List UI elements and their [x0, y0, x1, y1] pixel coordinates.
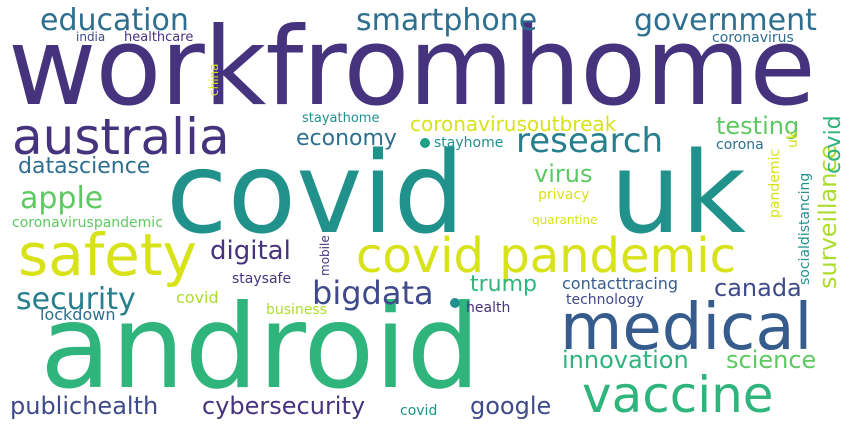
word-mobile: mobile [318, 235, 332, 276]
word-education: education [40, 3, 189, 38]
word-covid-small-1: covid [176, 288, 219, 307]
word-staysafe: staysafe [232, 271, 292, 287]
word-coronaviruspandemic: coronaviruspandemic [12, 215, 163, 231]
word-contacttracing: contacttracing [562, 274, 679, 293]
word-covid-large: covid [166, 129, 465, 259]
dot-2 [450, 298, 460, 308]
word-testing: testing [716, 112, 800, 140]
word-digital: digital [210, 236, 291, 266]
word-datascience: datascience [18, 154, 151, 179]
word-socialdistancing: socialdistancing [797, 172, 813, 285]
word-bigdata: bigdata [312, 274, 434, 312]
word-stayathome: stayathome [302, 111, 380, 126]
word-safety: safety [18, 221, 197, 289]
dot-1 [420, 138, 430, 148]
word-health: health [466, 300, 511, 316]
word-economy: economy [296, 126, 397, 151]
word-workfromhome: workfromhome [8, 5, 816, 130]
word-coronavirusoutbreak: coronavirusoutbreak [410, 112, 617, 136]
word-canada: canada [714, 274, 802, 302]
word-android: android [40, 280, 481, 415]
word-corona: corona [716, 137, 764, 153]
word-uk: uk [610, 129, 746, 259]
word-coronavirus: coronavirus [712, 30, 794, 46]
word-healthcare: healthcare [124, 30, 194, 45]
word-uk-vertical: uk [785, 131, 801, 148]
word-cybersecurity: cybersecurity [202, 392, 366, 420]
word-china: china [207, 63, 221, 97]
word-business: business [266, 302, 328, 318]
word-science: science [726, 346, 817, 374]
word-google: google [470, 392, 552, 420]
word-india: india [76, 30, 106, 44]
word-quarantine: quarantine [532, 213, 598, 227]
word-covid-pandemic: covid pandemic [356, 228, 737, 284]
word-covid-vertical: covid [821, 115, 846, 174]
word-trump: trump [470, 272, 538, 297]
word-publichealth: publichealth [10, 392, 159, 420]
word-vaccine: vaccine [582, 366, 774, 424]
word-smartphone: smartphone [356, 3, 538, 38]
word-virus: virus [534, 160, 593, 188]
word-apple: apple [20, 181, 104, 216]
word-security: security [16, 282, 136, 317]
word-medical: medical [560, 291, 813, 365]
word-lockdown: lockdown [40, 305, 116, 324]
word-research: research [516, 121, 664, 161]
word-technology: technology [566, 292, 644, 308]
word-privacy: privacy [538, 187, 590, 203]
word-covid-small-2: covid [400, 403, 438, 419]
word-government: government [634, 3, 817, 38]
word-australia: australia [12, 108, 230, 166]
word-innovation: innovation [562, 346, 689, 374]
word-pandemic: pandemic [767, 148, 783, 218]
word-stayhome: stayhome [434, 135, 504, 151]
